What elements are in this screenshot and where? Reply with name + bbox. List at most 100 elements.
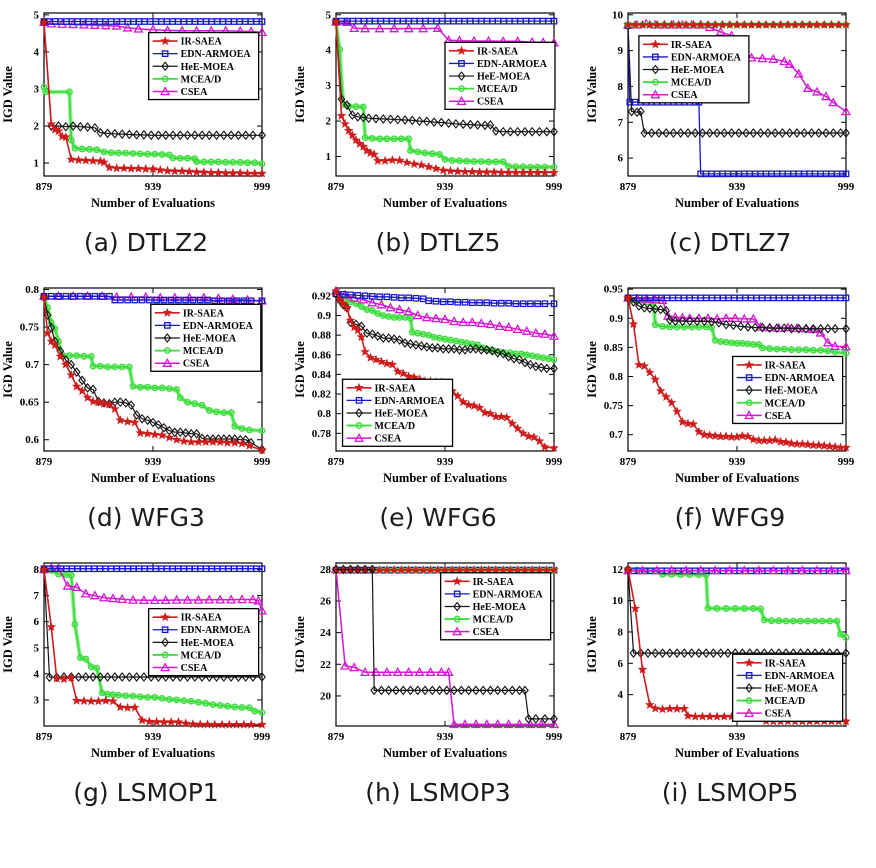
svg-text:999: 999 [838,456,855,468]
subplot-dtlz2-chart: 1 2 3 4 5 879 939 999 Number of Evaluations IGD V… [0,6,292,212]
svg-text:879: 879 [620,731,637,743]
caption-prefix: (f) [674,503,703,532]
svg-text:MCEA/D: MCEA/D [765,696,806,707]
subplot-dtlz7-caption: (c) DTLZ7 [669,228,792,257]
svg-text:0.65: 0.65 [20,397,40,409]
svg-text:CSEA: CSEA [671,90,698,101]
svg-text:0.7: 0.7 [609,429,623,441]
svg-text:26: 26 [320,595,332,607]
svg-text:IGD Value: IGD Value [585,341,599,398]
svg-text:999: 999 [254,456,271,468]
svg-text:999: 999 [546,181,563,193]
subplot-dtlz5-caption: (b) DTLZ5 [376,228,501,257]
svg-text:879: 879 [620,181,637,193]
svg-text:9: 9 [618,45,624,57]
svg-text:7: 7 [34,590,40,602]
svg-text:HeE-MOEA: HeE-MOEA [473,602,527,613]
svg-text:4: 4 [326,45,332,57]
svg-text:8: 8 [618,626,624,638]
svg-text:4: 4 [34,46,40,58]
svg-text:6: 6 [34,616,40,628]
subplot-wfg6: 0.78 0.8 0.82 0.84 0.86 0.88 0.9 0.92 879 939 999 N… [292,281,584,546]
svg-text:Number of Evaluations: Number of Evaluations [91,746,215,760]
subplot-wfg9-caption: (f) WFG9 [675,503,786,532]
svg-text:939: 939 [729,456,746,468]
svg-text:CSEA: CSEA [183,359,210,370]
svg-text:Number of Evaluations: Number of Evaluations [383,746,507,760]
caption-title: DTLZ5 [418,228,501,257]
svg-text:1: 1 [326,151,332,163]
svg-text:Number of Evaluations: Number of Evaluations [383,196,507,210]
svg-text:IR-SAEA: IR-SAEA [181,37,223,48]
svg-text:939: 939 [437,181,454,193]
svg-text:0.92: 0.92 [312,290,332,302]
svg-text:12: 12 [612,564,624,576]
svg-text:6: 6 [618,153,624,165]
subplot-dtlz5-chart: 1 2 3 4 5 879 939 999 Number of Evaluations IGD V… [292,6,584,212]
svg-text:5: 5 [34,9,40,21]
subplot-dtlz2-caption: (a) DTLZ2 [84,228,208,257]
svg-text:EDN-ARMOEA: EDN-ARMOEA [181,49,252,60]
caption-prefix: (d) [87,503,123,532]
svg-text:IGD Value: IGD Value [293,341,307,398]
caption-title: WFG6 [422,503,497,532]
svg-text:IR-SAEA: IR-SAEA [473,577,515,588]
svg-text:0.88: 0.88 [312,330,332,342]
svg-text:939: 939 [145,456,162,468]
svg-text:999: 999 [838,181,855,193]
subplot-wfg9: 0.7 0.75 0.8 0.85 0.9 0.95 879 939 999 Number of … [584,281,876,546]
caption-title: WFG3 [130,503,205,532]
svg-text:IR-SAEA: IR-SAEA [181,613,223,624]
subplot-wfg3-caption: (d) WFG3 [87,503,205,532]
svg-text:IR-SAEA: IR-SAEA [477,46,519,57]
svg-text:Number of Evaluations: Number of Evaluations [91,471,215,485]
svg-text:IGD Value: IGD Value [293,66,307,123]
svg-text:IR-SAEA: IR-SAEA [183,308,225,319]
svg-text:IGD Value: IGD Value [1,616,15,673]
caption-title: DTLZ2 [126,228,209,257]
subplot-lsmop3-caption: (h) LSMOP3 [365,778,510,807]
chart-svg: 4 6 8 10 12 879 939 Number of Evaluations IGD Va… [585,562,852,760]
subplot-lsmop1: 3 4 5 6 7 8 879 939 999 Number of Evaluations IGD … [0,556,292,821]
caption-title: WFG9 [710,503,786,532]
svg-text:0.6: 0.6 [25,434,39,446]
svg-text:10: 10 [612,9,624,21]
svg-text:0.7: 0.7 [25,359,39,371]
svg-text:EDN-ARMOEA: EDN-ARMOEA [181,625,252,636]
svg-text:0.86: 0.86 [312,349,332,361]
subplot-wfg9-chart: 0.7 0.75 0.8 0.85 0.9 0.95 879 939 999 Number of … [584,281,876,487]
svg-text:24: 24 [320,627,332,639]
svg-text:0.82: 0.82 [312,389,332,401]
subplot-wfg3: 0.6 0.65 0.7 0.75 0.8 879 939 999 Number of Eval… [0,281,292,546]
svg-text:879: 879 [328,731,345,743]
subplot-lsmop1-chart: 3 4 5 6 7 8 879 939 999 Number of Evaluations IGD … [0,556,292,762]
svg-text:939: 939 [145,731,162,743]
svg-text:0.8: 0.8 [317,408,331,420]
svg-text:939: 939 [437,731,454,743]
svg-text:939: 939 [729,181,746,193]
svg-text:939: 939 [145,181,162,193]
svg-text:CSEA: CSEA [181,87,208,98]
svg-text:0.9: 0.9 [609,313,623,325]
svg-text:IR-SAEA: IR-SAEA [375,383,417,394]
subplot-lsmop5-caption: (i) LSMOP5 [662,778,798,807]
svg-text:EDN-ARMOEA: EDN-ARMOEA [671,52,742,63]
svg-text:MCEA/D: MCEA/D [183,346,224,357]
svg-text:0.8: 0.8 [609,371,623,383]
svg-text:939: 939 [437,456,454,468]
subplot-dtlz7-chart: 6 7 8 9 10 879 939 999 Number of Evaluations IGD … [584,6,876,212]
svg-text:MCEA/D: MCEA/D [181,74,222,85]
svg-text:879: 879 [36,731,53,743]
chart-svg: 1 2 3 4 5 879 939 999 Number of Evaluations IGD V… [1,9,271,210]
svg-text:999: 999 [254,181,271,193]
svg-text:0.9: 0.9 [317,310,331,322]
svg-text:EDN-ARMOEA: EDN-ARMOEA [183,321,254,332]
svg-text:999: 999 [254,731,271,743]
svg-text:10: 10 [612,595,624,607]
caption-prefix: (a) [83,228,119,257]
svg-text:3: 3 [34,694,40,706]
svg-text:8: 8 [618,81,624,93]
svg-text:879: 879 [620,456,637,468]
svg-text:IR-SAEA: IR-SAEA [765,360,807,371]
subplot-wfg6-chart: 0.78 0.8 0.82 0.84 0.86 0.88 0.9 0.92 879 939 999 N… [292,281,584,487]
